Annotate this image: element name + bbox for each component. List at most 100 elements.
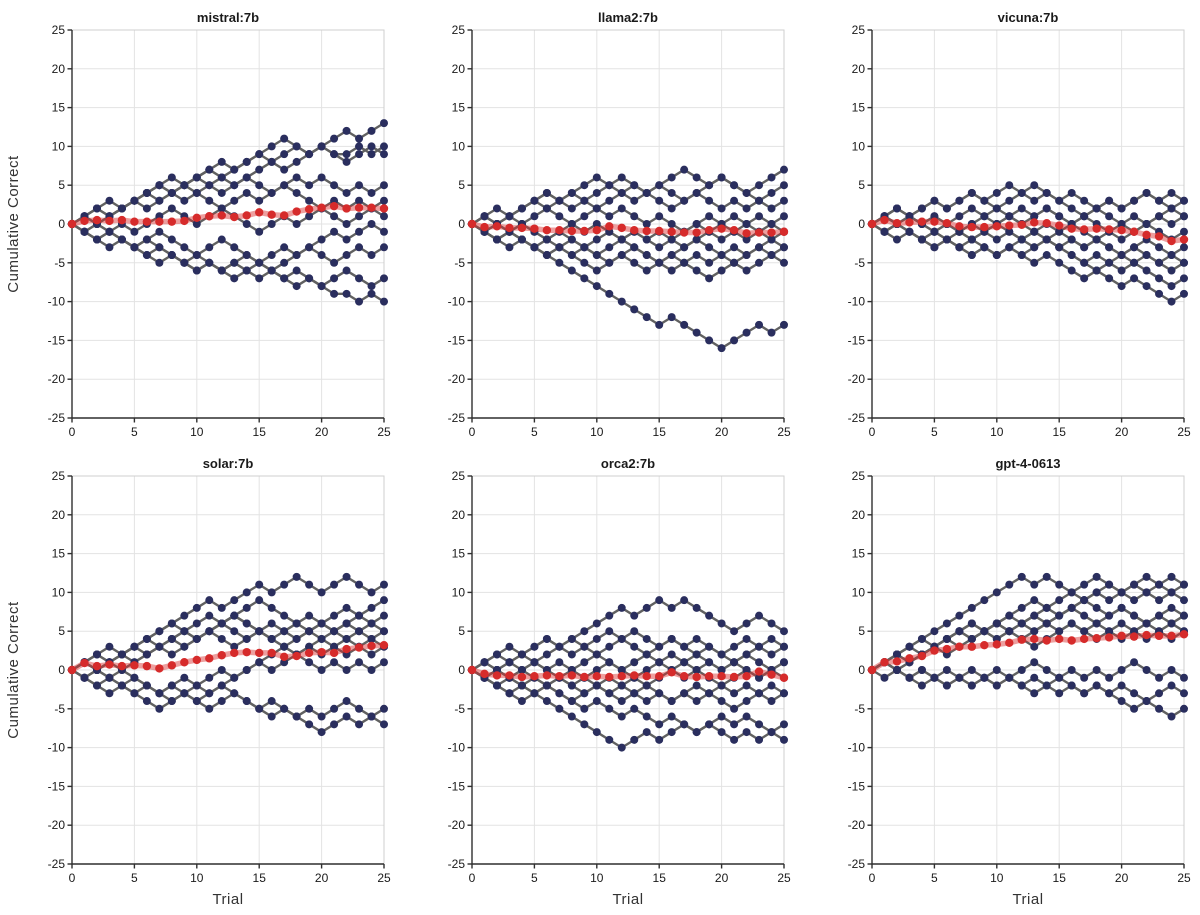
run-point [1055, 243, 1064, 252]
mean-point [867, 219, 877, 229]
y-tick-label: 5 [58, 624, 65, 638]
chart-panel-llama2-7b: -25 -20 -15 -10 -5 0 5 10 15 20 25 0 5 10 15 20 25 llama2… [432, 8, 792, 446]
run-point [630, 689, 639, 698]
mean-point [967, 222, 977, 232]
run-point [1130, 243, 1139, 252]
mean-point [167, 217, 177, 226]
run-point [292, 251, 301, 260]
mean-point [205, 212, 214, 221]
mean-point [1167, 631, 1176, 641]
run-point [230, 689, 239, 698]
run-point [705, 642, 714, 651]
run-point [117, 204, 126, 213]
x-tick-label: 15 [253, 425, 267, 439]
x-tick-label: 0 [869, 871, 876, 885]
run-point [367, 150, 376, 159]
run-point [330, 627, 339, 636]
mean-point [1067, 636, 1076, 645]
run-point [492, 650, 501, 659]
run-point [605, 704, 614, 713]
mean-series [867, 630, 1189, 675]
run-point [955, 196, 964, 205]
run-point [930, 627, 939, 636]
mean-point [1067, 224, 1076, 233]
run-point [317, 634, 326, 643]
x-tick-label: 20 [715, 871, 729, 885]
run-point [742, 328, 751, 337]
run-point [292, 634, 301, 643]
run-point [480, 658, 489, 667]
run-point [980, 212, 989, 221]
run-series [468, 658, 788, 706]
run-point [1042, 251, 1051, 260]
run-point [617, 251, 626, 260]
run-point [180, 611, 189, 620]
run-point [992, 681, 1001, 690]
run-point [580, 704, 589, 713]
run-point [992, 251, 1001, 260]
run-point [717, 697, 726, 706]
mean-point [892, 219, 902, 228]
mean-point [892, 657, 902, 666]
run-point [92, 681, 101, 690]
mean-point [492, 671, 502, 680]
run-point [692, 634, 701, 643]
run-point [1142, 697, 1151, 706]
run-point [267, 666, 276, 674]
run-point [717, 728, 726, 737]
mean-point [1079, 225, 1089, 234]
run-point [1092, 251, 1101, 260]
mean-point [142, 217, 152, 226]
run-point [567, 634, 576, 643]
run-point [767, 188, 776, 197]
x-tick-label: 5 [531, 425, 538, 439]
mean-point [80, 658, 89, 668]
mean-point [1005, 221, 1014, 230]
run-point [330, 720, 339, 729]
run-point [317, 251, 326, 260]
run-point [667, 188, 676, 197]
run-point [167, 204, 176, 213]
run-point [642, 697, 651, 706]
mean-point [329, 648, 339, 658]
run-point [592, 650, 601, 659]
run-point [580, 181, 589, 190]
run-point [292, 157, 301, 166]
mean-point [105, 216, 114, 226]
run-point [1180, 689, 1188, 698]
run-point [755, 196, 764, 205]
run-point [742, 188, 751, 197]
run-point [630, 735, 639, 744]
run-point [230, 274, 239, 283]
mean-point [580, 226, 589, 236]
run-point [1155, 673, 1164, 682]
run-point [617, 697, 626, 706]
mean-point [655, 672, 664, 681]
y-tick-label: 20 [852, 508, 866, 522]
run-point [780, 181, 788, 190]
run-point [117, 681, 126, 690]
run-point [1005, 196, 1014, 205]
run-point [280, 134, 289, 143]
run-point [1167, 588, 1176, 597]
run-point [1105, 243, 1114, 252]
run-point [280, 704, 289, 713]
run-point [1005, 227, 1014, 236]
y-tick-label: -10 [48, 295, 66, 309]
run-point [617, 603, 626, 612]
run-point [267, 619, 276, 628]
run-point [517, 681, 526, 690]
mean-point [1055, 221, 1064, 230]
run-point [380, 150, 388, 159]
run-point [1005, 580, 1014, 589]
run-point [192, 603, 201, 612]
run-point [705, 689, 714, 698]
run-point [1067, 204, 1076, 213]
run-point [1117, 681, 1126, 690]
run-point [1030, 673, 1039, 682]
y-tick-label: 15 [452, 101, 466, 115]
mean-point [942, 219, 952, 228]
run-point [305, 274, 314, 283]
run-point [692, 173, 701, 182]
run-point [530, 642, 539, 651]
